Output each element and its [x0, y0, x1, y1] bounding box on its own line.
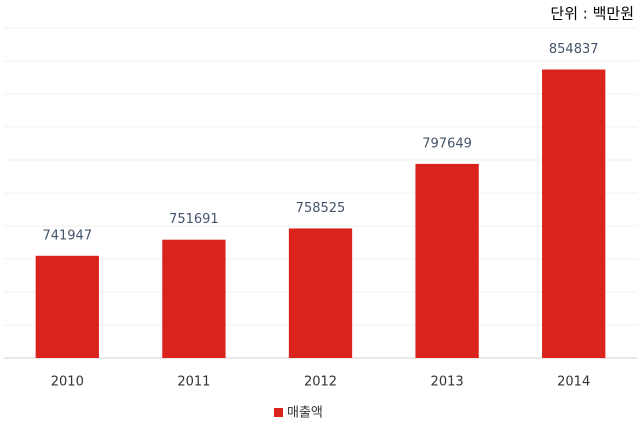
x-tick-label: 2010: [51, 375, 84, 390]
bar: [162, 239, 226, 358]
data-label: 797649: [422, 136, 472, 151]
x-tick-label: 2014: [557, 375, 590, 390]
bar: [288, 228, 353, 358]
data-label: 758525: [296, 201, 346, 216]
x-tick-label: 2013: [431, 375, 464, 390]
legend-swatch: [274, 408, 283, 417]
unit-label: 단위 : 백만원: [550, 5, 634, 23]
bar: [542, 69, 606, 358]
legend-label: 매출액: [287, 406, 323, 421]
x-tick-label: 2011: [177, 375, 210, 390]
x-tick-label: 2012: [304, 375, 337, 390]
data-label: 741947: [42, 228, 92, 243]
bar: [415, 163, 479, 358]
data-label: 854837: [549, 42, 599, 57]
data-label: 751691: [169, 212, 219, 227]
bar: [35, 255, 99, 358]
